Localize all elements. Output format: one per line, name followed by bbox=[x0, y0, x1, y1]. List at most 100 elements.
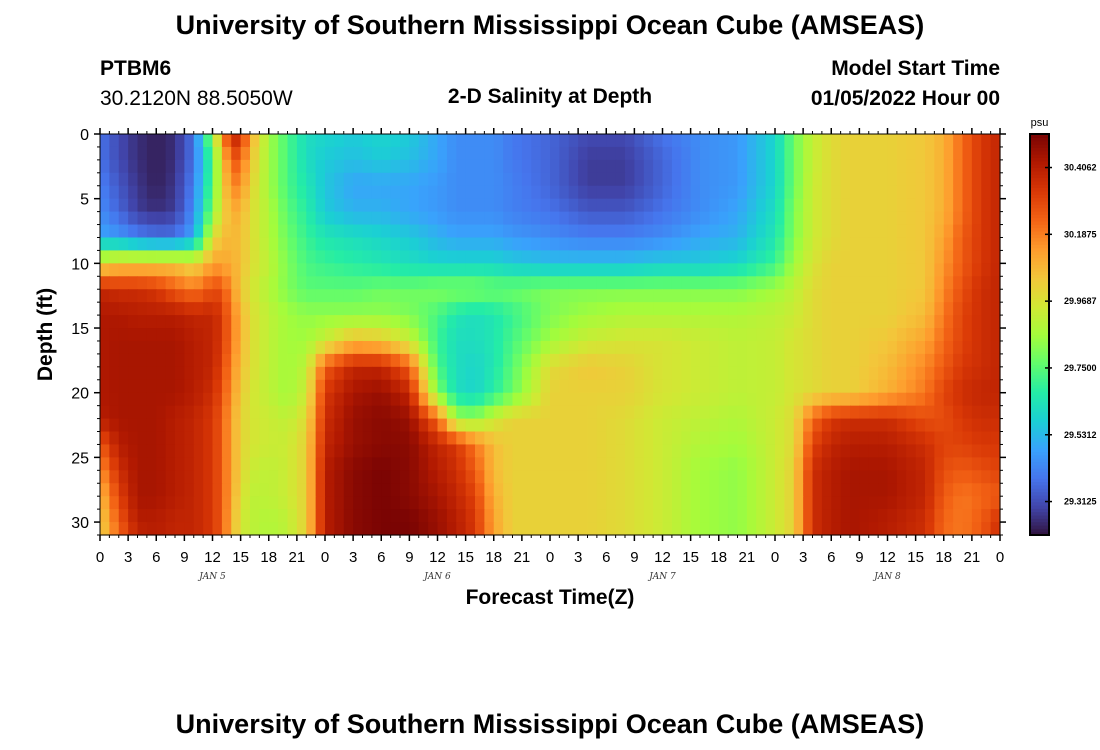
heatmap-cell bbox=[446, 483, 457, 497]
heatmap-cell bbox=[409, 405, 420, 420]
heatmap-cell bbox=[803, 483, 814, 497]
heatmap-cell bbox=[231, 392, 242, 407]
heatmap-cell bbox=[625, 470, 635, 484]
colorbar-segment bbox=[1030, 137, 1049, 142]
heatmap-cell bbox=[868, 172, 879, 187]
heatmap-cell bbox=[428, 159, 439, 174]
heatmap-cell bbox=[643, 431, 654, 446]
heatmap-cell bbox=[671, 146, 682, 161]
heatmap-cell bbox=[221, 185, 232, 200]
heatmap-cell bbox=[193, 418, 204, 433]
colorbar-segment bbox=[1030, 494, 1049, 499]
heatmap-cell bbox=[887, 353, 898, 368]
heatmap-cell bbox=[831, 457, 842, 471]
heatmap-cell bbox=[353, 509, 364, 523]
heatmap-cell bbox=[915, 211, 926, 226]
x-tick-label: 12 bbox=[654, 549, 671, 566]
heatmap-cell bbox=[859, 159, 870, 174]
heatmap-cell bbox=[850, 289, 860, 303]
heatmap-cell bbox=[793, 159, 804, 174]
heatmap-cell bbox=[446, 237, 457, 252]
heatmap-cell bbox=[268, 418, 279, 433]
heatmap-cell bbox=[981, 470, 992, 484]
heatmap-cell bbox=[278, 250, 289, 264]
heatmap-cell bbox=[315, 392, 326, 407]
heatmap-cell bbox=[868, 198, 879, 213]
heatmap-cell bbox=[625, 159, 635, 174]
heatmap-cell bbox=[925, 340, 935, 355]
heatmap-cell bbox=[493, 134, 504, 148]
heatmap-cell bbox=[953, 159, 964, 174]
colorbar-segment bbox=[1030, 150, 1049, 155]
heatmap-cell bbox=[503, 159, 514, 174]
heatmap-cell bbox=[221, 444, 232, 458]
heatmap-cell bbox=[728, 250, 739, 264]
heatmap-cell bbox=[456, 315, 467, 329]
heatmap-cell bbox=[306, 457, 317, 471]
heatmap-cell bbox=[850, 172, 860, 187]
heatmap-cell bbox=[550, 483, 560, 497]
heatmap-cell bbox=[428, 198, 439, 213]
heatmap-cell bbox=[503, 444, 514, 458]
heatmap-cell bbox=[484, 237, 495, 252]
heatmap-cell bbox=[550, 315, 560, 329]
heatmap-cell bbox=[390, 392, 401, 407]
heatmap-cell bbox=[681, 328, 692, 342]
heatmap-cell bbox=[765, 146, 776, 161]
heatmap-cell bbox=[568, 315, 579, 329]
heatmap-cell bbox=[540, 185, 551, 200]
heatmap-cell bbox=[596, 366, 607, 381]
heatmap-cell bbox=[334, 405, 345, 420]
heatmap-cell bbox=[475, 328, 485, 342]
heatmap-cell bbox=[840, 315, 851, 329]
heatmap-cell bbox=[906, 185, 917, 200]
heatmap-cell bbox=[400, 328, 410, 342]
heatmap-cell bbox=[240, 289, 251, 303]
heatmap-cell bbox=[212, 366, 223, 381]
heatmap-cell bbox=[831, 224, 842, 239]
heatmap-cell bbox=[287, 483, 298, 497]
colorbar-segment bbox=[1030, 381, 1049, 386]
heatmap-cell bbox=[915, 134, 926, 148]
heatmap-cell bbox=[334, 250, 345, 264]
heatmap-cell bbox=[390, 224, 401, 239]
heatmap-cell bbox=[381, 444, 392, 458]
heatmap-cell bbox=[203, 392, 214, 407]
heatmap-cell bbox=[934, 198, 945, 213]
heatmap-cell bbox=[850, 185, 860, 200]
heatmap-cell bbox=[212, 470, 223, 484]
heatmap-cell bbox=[484, 302, 495, 316]
heatmap-cell bbox=[990, 289, 1001, 303]
heatmap-cell bbox=[325, 340, 335, 355]
heatmap-cell bbox=[643, 509, 654, 523]
heatmap-cell bbox=[615, 134, 626, 148]
heatmap-cell bbox=[550, 263, 560, 277]
heatmap-cell bbox=[409, 509, 420, 523]
heatmap-cell bbox=[128, 250, 139, 264]
heatmap-cell bbox=[793, 509, 804, 523]
heatmap-cell bbox=[371, 496, 382, 510]
heatmap-cell bbox=[915, 328, 926, 342]
heatmap-cell bbox=[681, 250, 692, 264]
heatmap-cell bbox=[165, 418, 176, 433]
heatmap-cell bbox=[146, 134, 157, 148]
heatmap-cell bbox=[193, 263, 204, 277]
heatmap-cell bbox=[962, 379, 973, 394]
heatmap-cell bbox=[475, 366, 485, 381]
heatmap-cell bbox=[268, 457, 279, 471]
heatmap-cell bbox=[596, 198, 607, 213]
heatmap-cell bbox=[540, 159, 551, 174]
heatmap-cell bbox=[437, 418, 448, 433]
heatmap-cell bbox=[165, 159, 176, 174]
heatmap-cell bbox=[587, 302, 598, 316]
heatmap-cell bbox=[690, 457, 701, 471]
heatmap-cell bbox=[184, 224, 195, 239]
heatmap-cell bbox=[756, 211, 767, 226]
heatmap-cell bbox=[456, 134, 467, 148]
heatmap-cell bbox=[596, 172, 607, 187]
heatmap-cell bbox=[381, 366, 392, 381]
heatmap-cell bbox=[653, 237, 664, 252]
heatmap-cell bbox=[193, 328, 204, 342]
heatmap-cell bbox=[381, 134, 392, 148]
heatmap-cell bbox=[681, 224, 692, 239]
